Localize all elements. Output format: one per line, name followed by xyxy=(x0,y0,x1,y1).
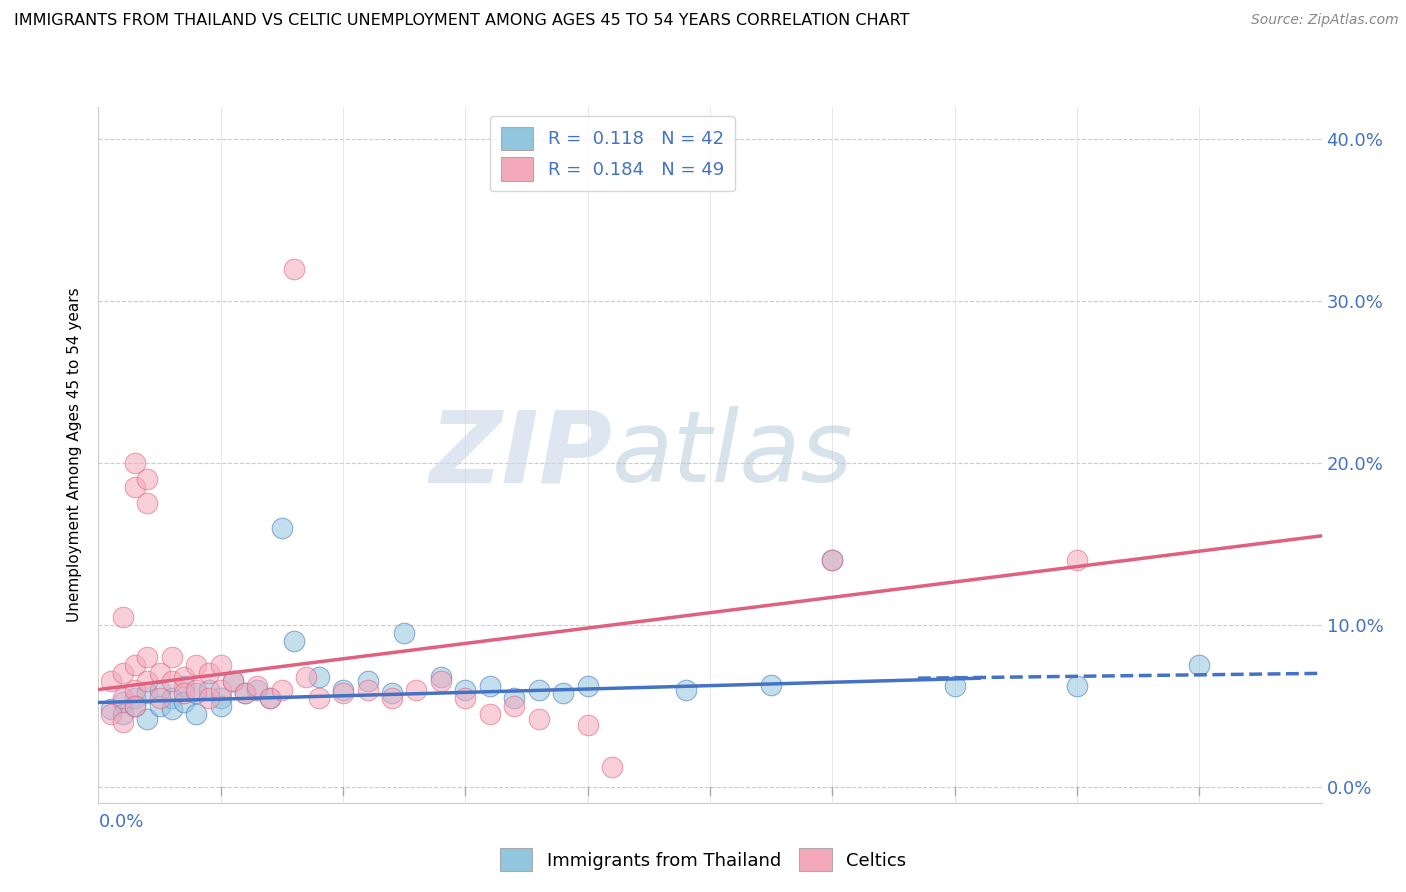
Point xyxy=(356,674,378,689)
Point xyxy=(308,670,330,684)
Legend: R =  0.118   N = 42, R =  0.184   N = 49: R = 0.118 N = 42, R = 0.184 N = 49 xyxy=(489,116,734,192)
Point xyxy=(111,690,134,705)
Point xyxy=(136,686,159,700)
Point xyxy=(222,674,245,689)
Point xyxy=(821,553,844,567)
Point xyxy=(356,682,378,697)
Point xyxy=(124,658,146,673)
Point xyxy=(209,690,232,705)
Point xyxy=(821,553,844,567)
Point xyxy=(233,686,256,700)
Legend: Immigrants from Thailand, Celtics: Immigrants from Thailand, Celtics xyxy=(492,841,914,879)
Point xyxy=(149,698,172,713)
Point xyxy=(149,666,172,681)
Point xyxy=(209,698,232,713)
Point xyxy=(173,670,195,684)
Point xyxy=(675,682,697,697)
Point xyxy=(600,760,623,774)
Point xyxy=(136,674,159,689)
Point xyxy=(186,658,208,673)
Point xyxy=(246,679,269,693)
Point xyxy=(136,496,159,510)
Point xyxy=(233,686,256,700)
Point xyxy=(405,682,427,697)
Point xyxy=(527,682,550,697)
Point xyxy=(430,670,453,684)
Point xyxy=(186,706,208,721)
Point xyxy=(503,698,526,713)
Point xyxy=(259,690,281,705)
Text: atlas: atlas xyxy=(612,407,853,503)
Point xyxy=(111,666,134,681)
Point xyxy=(392,626,416,640)
Point xyxy=(270,682,292,697)
Point xyxy=(1066,679,1088,693)
Point xyxy=(332,682,354,697)
Point xyxy=(160,674,183,689)
Text: IMMIGRANTS FROM THAILAND VS CELTIC UNEMPLOYMENT AMONG AGES 45 TO 54 YEARS CORREL: IMMIGRANTS FROM THAILAND VS CELTIC UNEMP… xyxy=(14,13,910,29)
Text: 0.0%: 0.0% xyxy=(98,814,143,831)
Point xyxy=(173,679,195,693)
Point xyxy=(173,696,195,710)
Point xyxy=(1188,658,1211,673)
Point xyxy=(259,690,281,705)
Point xyxy=(136,472,159,486)
Point xyxy=(160,650,183,665)
Point xyxy=(111,714,134,729)
Point xyxy=(124,456,146,470)
Point xyxy=(332,686,354,700)
Point xyxy=(111,706,134,721)
Point xyxy=(136,650,159,665)
Point xyxy=(576,718,599,732)
Point xyxy=(186,682,208,697)
Point xyxy=(283,634,305,648)
Point xyxy=(160,702,183,716)
Point xyxy=(759,678,782,692)
Point xyxy=(430,674,453,689)
Point xyxy=(503,690,526,705)
Point xyxy=(308,690,330,705)
Point xyxy=(100,674,122,689)
Point xyxy=(149,682,172,697)
Point xyxy=(381,686,404,700)
Point xyxy=(173,686,195,700)
Point xyxy=(209,658,232,673)
Point xyxy=(270,521,292,535)
Point xyxy=(124,682,146,697)
Point xyxy=(209,682,232,697)
Point xyxy=(136,712,159,726)
Text: ZIP: ZIP xyxy=(429,407,612,503)
Y-axis label: Unemployment Among Ages 45 to 54 years: Unemployment Among Ages 45 to 54 years xyxy=(67,287,83,623)
Point xyxy=(576,679,599,693)
Point xyxy=(100,702,122,716)
Point xyxy=(197,682,219,697)
Point xyxy=(283,261,305,276)
Point xyxy=(124,698,146,713)
Point xyxy=(478,706,501,721)
Point xyxy=(381,690,404,705)
Text: Source: ZipAtlas.com: Source: ZipAtlas.com xyxy=(1251,13,1399,28)
Point xyxy=(124,690,146,705)
Point xyxy=(124,480,146,494)
Point xyxy=(160,690,183,705)
Point xyxy=(246,682,269,697)
Point xyxy=(553,686,575,700)
Point xyxy=(197,666,219,681)
Point xyxy=(124,698,146,713)
Point xyxy=(454,682,477,697)
Point xyxy=(478,679,501,693)
Point xyxy=(1066,553,1088,567)
Point xyxy=(149,690,172,705)
Point xyxy=(111,696,134,710)
Point xyxy=(454,690,477,705)
Point xyxy=(527,712,550,726)
Point xyxy=(111,609,134,624)
Point xyxy=(943,679,966,693)
Point xyxy=(100,706,122,721)
Point xyxy=(222,674,245,689)
Point xyxy=(295,670,318,684)
Point xyxy=(197,690,219,705)
Point xyxy=(186,686,208,700)
